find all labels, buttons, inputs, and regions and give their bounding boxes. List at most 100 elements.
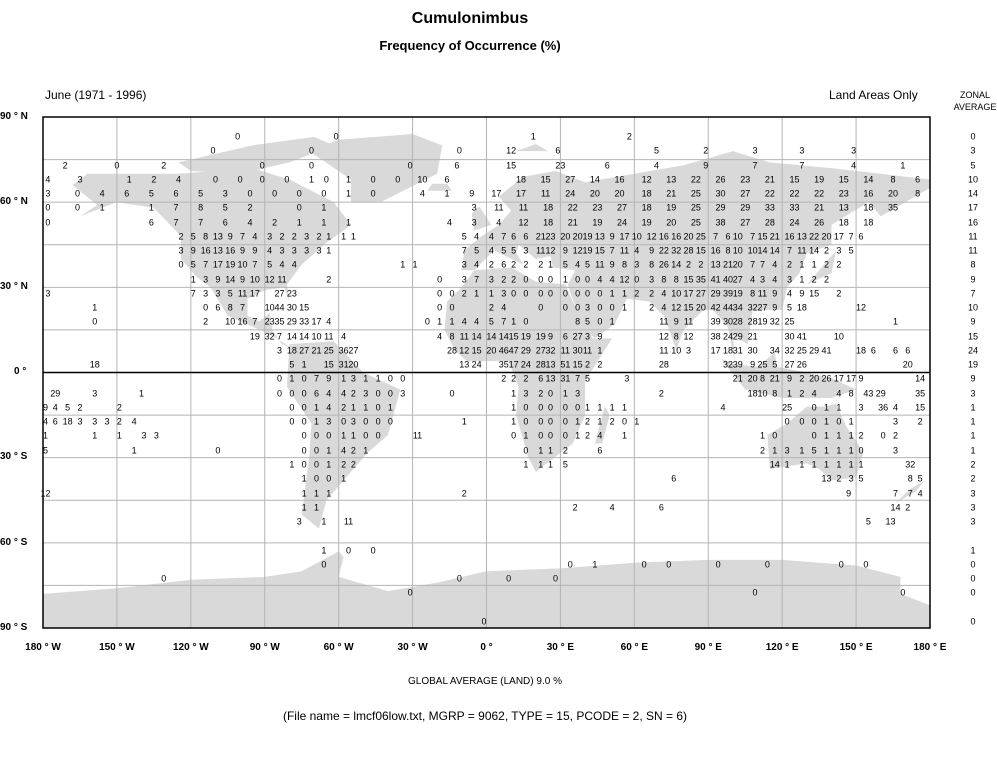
cell-value: 2 <box>799 388 805 399</box>
cell-value: 0 <box>609 302 615 313</box>
cell-value: 0 <box>277 373 283 384</box>
cell-value: 0 <box>597 288 603 299</box>
cell-value: 1 <box>530 131 536 142</box>
cell-value: 11 <box>536 245 546 256</box>
cell-value: 4 <box>474 316 480 327</box>
cell-value: 6 <box>124 188 130 199</box>
cell-value: 12 <box>459 345 470 356</box>
cell-value: 1 <box>346 217 352 228</box>
cell-value: 1 <box>799 274 805 285</box>
cell-value: 5 <box>585 316 591 327</box>
cell-value: 8 <box>661 274 667 285</box>
cell-value: 14 <box>809 245 820 256</box>
zonal-average-value: 17 <box>967 202 979 213</box>
zonal-average-value: 0 <box>970 559 976 570</box>
cell-value: 6 <box>725 231 731 242</box>
cell-value: 26 <box>821 373 832 384</box>
cell-value: 21 <box>666 188 677 199</box>
cell-value: 3 <box>851 145 857 156</box>
cell-value: 1 <box>326 231 332 242</box>
cell-value: 0 <box>313 445 319 456</box>
cell-value: 10 <box>671 345 682 356</box>
cell-value: 0 <box>506 573 512 584</box>
cell-value: 17 <box>311 316 322 327</box>
cell-value: 6 <box>892 345 899 356</box>
cell-value: 9 <box>240 245 246 256</box>
cell-value: 11 <box>494 202 504 213</box>
cell-value: 0 <box>395 174 401 185</box>
cell-value: 0 <box>548 402 554 413</box>
cell-value: 19 <box>666 202 677 213</box>
cell-value: 13 <box>212 245 223 256</box>
cell-value: 2 <box>836 288 842 299</box>
cell-value: 4 <box>772 259 778 270</box>
cell-value: 2 <box>585 430 591 441</box>
cell-value: 29 <box>732 331 743 342</box>
cell-value: 5 <box>222 202 228 213</box>
cell-value: 11 <box>324 331 334 342</box>
cell-value: 1 <box>363 373 369 384</box>
cell-value: 0 <box>313 430 319 441</box>
cell-value: 0 <box>277 388 283 399</box>
cell-value: 1 <box>848 430 854 441</box>
cell-value: 1 <box>848 445 854 456</box>
cell-value: 15 <box>540 174 551 185</box>
cell-value: 5 <box>787 302 793 313</box>
cell-value: 10 <box>311 331 322 342</box>
cell-value: 17 <box>619 231 630 242</box>
cell-value: 0 <box>203 302 209 313</box>
cell-value: 11 <box>582 345 593 356</box>
cell-value: 20 <box>809 373 820 384</box>
cell-value: 2 <box>585 359 591 370</box>
cell-value: 15 <box>471 345 482 356</box>
cell-value: 32 <box>784 345 795 356</box>
cell-value: 5 <box>190 259 196 270</box>
cell-value: 4 <box>488 231 494 242</box>
zonal-average-value: 10 <box>967 302 979 313</box>
cell-value: 26 <box>814 217 825 228</box>
cell-value: 19 <box>582 245 593 256</box>
zonal-average-value: 1 <box>970 402 976 413</box>
cell-value: 29 <box>809 345 820 356</box>
cell-value: 2 <box>523 373 529 384</box>
cell-value: 16 <box>710 245 721 256</box>
cell-value: 1 <box>858 459 864 470</box>
cell-value: 7 <box>575 373 581 384</box>
cell-value: 0 <box>597 316 603 327</box>
cell-value: 3 <box>326 416 332 427</box>
cell-value: 2 <box>609 416 615 427</box>
cell-value: 0 <box>309 160 315 171</box>
cell-value: 0 <box>449 302 455 313</box>
cell-value: 1 <box>609 288 615 299</box>
cell-value: 0 <box>511 288 517 299</box>
cell-value: 18 <box>838 217 849 228</box>
cell-value: 16 <box>237 316 248 327</box>
file-info-footer: (File name = lmcf06low.txt, MGRP = 9062,… <box>282 709 688 723</box>
cell-value: 32 <box>769 316 780 327</box>
cell-value: 1 <box>437 316 443 327</box>
cell-value: 4 <box>609 274 615 285</box>
cell-value: 2 <box>461 488 467 498</box>
land-mass <box>594 406 610 444</box>
cell-value: 15 <box>789 174 800 185</box>
cell-value: 11 <box>659 345 669 356</box>
cell-value: 3 <box>634 259 640 270</box>
cell-value: 17 <box>710 345 721 356</box>
cell-value: 0 <box>523 288 529 299</box>
cell-value: 2 <box>572 502 578 513</box>
cell-value: 13 <box>885 516 896 527</box>
cell-value: 1 <box>811 459 817 470</box>
cell-value: 3 <box>215 288 221 299</box>
cell-value: 1 <box>597 402 603 413</box>
cell-value: 27 <box>616 202 628 213</box>
cell-value: 24 <box>471 359 482 370</box>
cell-value: 9 <box>42 402 48 413</box>
cell-value: 1 <box>892 316 899 327</box>
cell-value: 32 <box>671 245 682 256</box>
cell-value: 1 <box>326 459 332 470</box>
cell-value: 2 <box>488 259 494 270</box>
cell-value: 17 <box>846 373 857 384</box>
cell-value: 0 <box>301 388 307 399</box>
cell-value: 0 <box>799 416 805 427</box>
lon-label: 120 ° E <box>765 642 799 653</box>
